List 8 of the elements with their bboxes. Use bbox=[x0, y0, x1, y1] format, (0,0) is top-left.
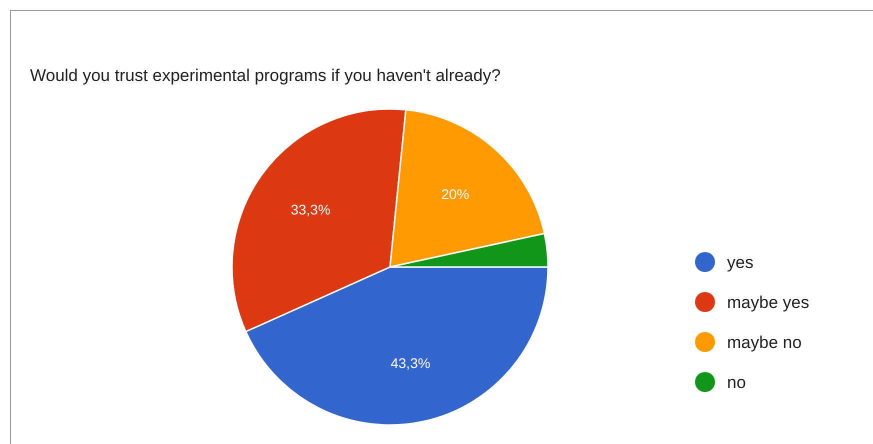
legend-label: no bbox=[727, 373, 746, 392]
data-label: 20% bbox=[441, 186, 470, 202]
data-label: 43,3% bbox=[390, 354, 430, 371]
legend-label: yes bbox=[727, 253, 754, 272]
legend-label: maybe yes bbox=[727, 293, 810, 312]
legend-label: maybe no bbox=[727, 333, 802, 352]
data-label: 33,3% bbox=[290, 202, 330, 218]
chart-title: Would you trust experimental programs if you haven't already? bbox=[30, 66, 501, 85]
